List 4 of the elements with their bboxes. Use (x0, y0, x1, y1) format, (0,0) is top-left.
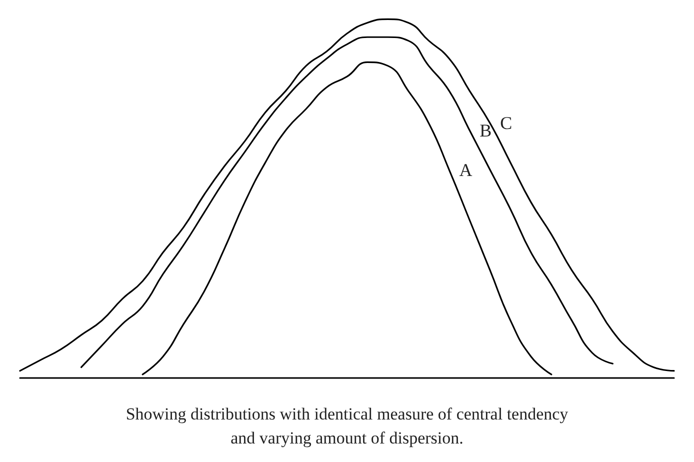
series-label: B (480, 120, 492, 140)
text: Showing distributions with identical measure of central tendency and varying amount of dispersion. (126, 404, 569, 448)
series-label: C (500, 113, 512, 134)
series-label: A (459, 160, 472, 180)
